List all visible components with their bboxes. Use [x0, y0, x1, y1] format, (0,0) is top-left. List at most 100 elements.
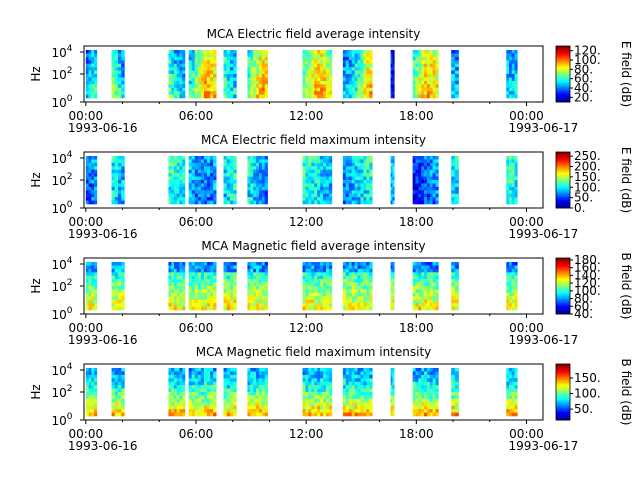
- panel-4-spectrogram-cell: [415, 405, 419, 410]
- panel-3-spectrogram-cell: [325, 292, 330, 297]
- panel-2-spectrogram-cell: [233, 200, 237, 205]
- panel-3-spectrogram-cell: [314, 286, 318, 290]
- panel-1-spectrogram-cell: [191, 63, 196, 68]
- panel-3-spectrogram-cell: [247, 296, 251, 301]
- panel-1-spectrogram-cell: [317, 53, 321, 58]
- panel-2-spectrogram-cell: [197, 176, 202, 181]
- panel-4-spectrogram-cell: [354, 395, 358, 400]
- panel-4-spectrogram-cell: [223, 374, 228, 379]
- panel-3-spectrogram-cell: [85, 265, 89, 270]
- panel-3-spectrogram-cell: [424, 292, 428, 297]
- panel-2-spectrogram-cell: [311, 197, 315, 201]
- panel-2-spectrogram-cell: [506, 173, 510, 177]
- panel-1-colorbar-segment: [556, 61, 570, 64]
- panel-2-colorbar-segment: [556, 177, 570, 179]
- panel-2-spectrogram-cell: [210, 159, 214, 164]
- panel-4-spectrogram-cell: [253, 405, 257, 410]
- panel-4-spectrogram-cell: [111, 374, 116, 379]
- panel-2-spectrogram-cell: [323, 200, 327, 205]
- panel-1-spectrogram-cell: [366, 87, 370, 92]
- panel-2-spectrogram-cell: [264, 186, 268, 191]
- panel-4-spectrogram-cell: [369, 398, 373, 403]
- panel-2-spectrogram-cell: [354, 190, 358, 195]
- panel-2-spectrogram-cell: [114, 183, 119, 188]
- panel-1-spectrogram-cell: [207, 53, 211, 58]
- panel-4-spectrogram-cell: [171, 395, 175, 400]
- panel-2-spectrogram-cell: [264, 162, 268, 167]
- panel-4-spectrogram-cell: [191, 385, 196, 389]
- panel-4-spectrogram-cell: [506, 378, 510, 383]
- panel-3-spectrogram-cell: [511, 286, 515, 290]
- panel-3-spectrogram-cell: [435, 292, 439, 297]
- panel-2-spectrogram-cell: [509, 197, 513, 201]
- panel-3-spectrogram-cell: [314, 296, 318, 301]
- panel-2-spectrogram-cell: [360, 166, 364, 171]
- panel-3-spectrogram-cell: [323, 299, 327, 304]
- panel-2-spectrogram-cell: [511, 162, 515, 167]
- panel-4-spectrogram-cell: [418, 385, 422, 389]
- panel-1-spectrogram-cell: [188, 94, 193, 99]
- panel-2-spectrogram-cell: [342, 162, 347, 167]
- panel-4-spectrogram-cell: [314, 412, 318, 417]
- panel-4-spectrogram-cell: [229, 385, 234, 389]
- panel-4-spectrogram-cell: [213, 368, 217, 372]
- panel-2-spectrogram-cell: [182, 169, 186, 174]
- panel-1-spectrogram-cell: [191, 84, 196, 89]
- panel-1-spectrogram-cell: [351, 50, 355, 54]
- panel-3-spectrogram-cell: [168, 272, 172, 277]
- panel-3-spectrogram-cell: [264, 272, 268, 277]
- panel-4-spectrogram-cell: [197, 402, 202, 407]
- panel-1-spectrogram-cell: [509, 77, 513, 82]
- panel-1-spectrogram-cell: [451, 67, 456, 71]
- panel-3-spectrogram-cell: [421, 262, 425, 266]
- panel-3-spectrogram-cell: [509, 296, 513, 301]
- panel-4-spectrogram-cell: [203, 368, 208, 372]
- panel-4-spectrogram-cell: [233, 409, 237, 413]
- panel-3-spectrogram-cell: [351, 299, 355, 304]
- panel-1-spectrogram-cell: [342, 94, 347, 99]
- panel-4-colorbar-segment: [556, 389, 570, 391]
- panel-4-spectrogram-cell: [323, 402, 327, 407]
- panel-2-spectrogram-cell: [179, 200, 183, 205]
- panel-1-spectrogram-cell: [323, 91, 327, 95]
- panel-3-spectrogram-cell: [253, 282, 257, 287]
- panel-1-spectrogram-cell: [88, 70, 92, 75]
- panel-3-spectrogram-cell: [360, 262, 364, 266]
- panel-1-spectrogram-cell: [94, 80, 98, 85]
- panel-3-spectrogram-cell: [323, 272, 327, 277]
- panel-2-spectrogram-cell: [366, 183, 370, 188]
- panel-2-spectrogram-cell: [354, 162, 358, 167]
- panel-4-spectrogram-cell: [509, 409, 513, 413]
- panel-1-spectrogram-cell: [432, 67, 436, 71]
- panel-3-spectrogram-cell: [88, 262, 92, 266]
- panel-4-spectrogram-cell: [357, 371, 361, 376]
- panel-2-spectrogram-cell: [176, 180, 180, 184]
- panel-4-spectrogram-cell: [305, 385, 309, 389]
- panel-3-spectrogram-cell: [363, 262, 367, 266]
- panel-1-spectrogram-cell: [506, 67, 510, 71]
- panel-4-spectrogram-cell: [94, 412, 98, 417]
- panel-4-spectrogram-cell: [197, 409, 202, 413]
- panel-2-spectrogram-cell: [363, 173, 367, 177]
- panel-2-spectrogram-cell: [85, 156, 89, 160]
- panel-1-spectrogram-cell: [88, 67, 92, 71]
- panel-1-spectrogram-cell: [345, 56, 350, 61]
- panel-2-spectrogram-cell: [314, 176, 318, 181]
- panel-1-spectrogram-cell: [435, 56, 439, 61]
- panel-4-spectrogram-cell: [348, 398, 352, 403]
- panel-2-spectrogram-cell: [360, 169, 364, 174]
- panel-2-spectrogram-cell: [250, 162, 254, 167]
- panel-1-spectrogram-cell: [421, 74, 425, 78]
- panel-3-spectrogram-cell: [415, 286, 419, 290]
- panel-2-xtick-label: 18:00: [399, 215, 434, 229]
- panel-3-spectrogram-cell: [171, 296, 175, 301]
- panel-4-spectrogram-cell: [114, 402, 119, 407]
- panel-1-spectrogram-cell: [354, 80, 358, 85]
- panel-3-spectrogram-cell: [253, 262, 257, 266]
- panel-1-spectrogram-cell: [200, 63, 205, 68]
- panel-4-spectrogram-cell: [421, 368, 425, 372]
- panel-3-colorbar-segment: [556, 302, 570, 305]
- panel-3-spectrogram-cell: [369, 306, 373, 311]
- panel-4-spectrogram-cell: [264, 388, 268, 393]
- panel-4-spectrogram-cell: [412, 392, 416, 396]
